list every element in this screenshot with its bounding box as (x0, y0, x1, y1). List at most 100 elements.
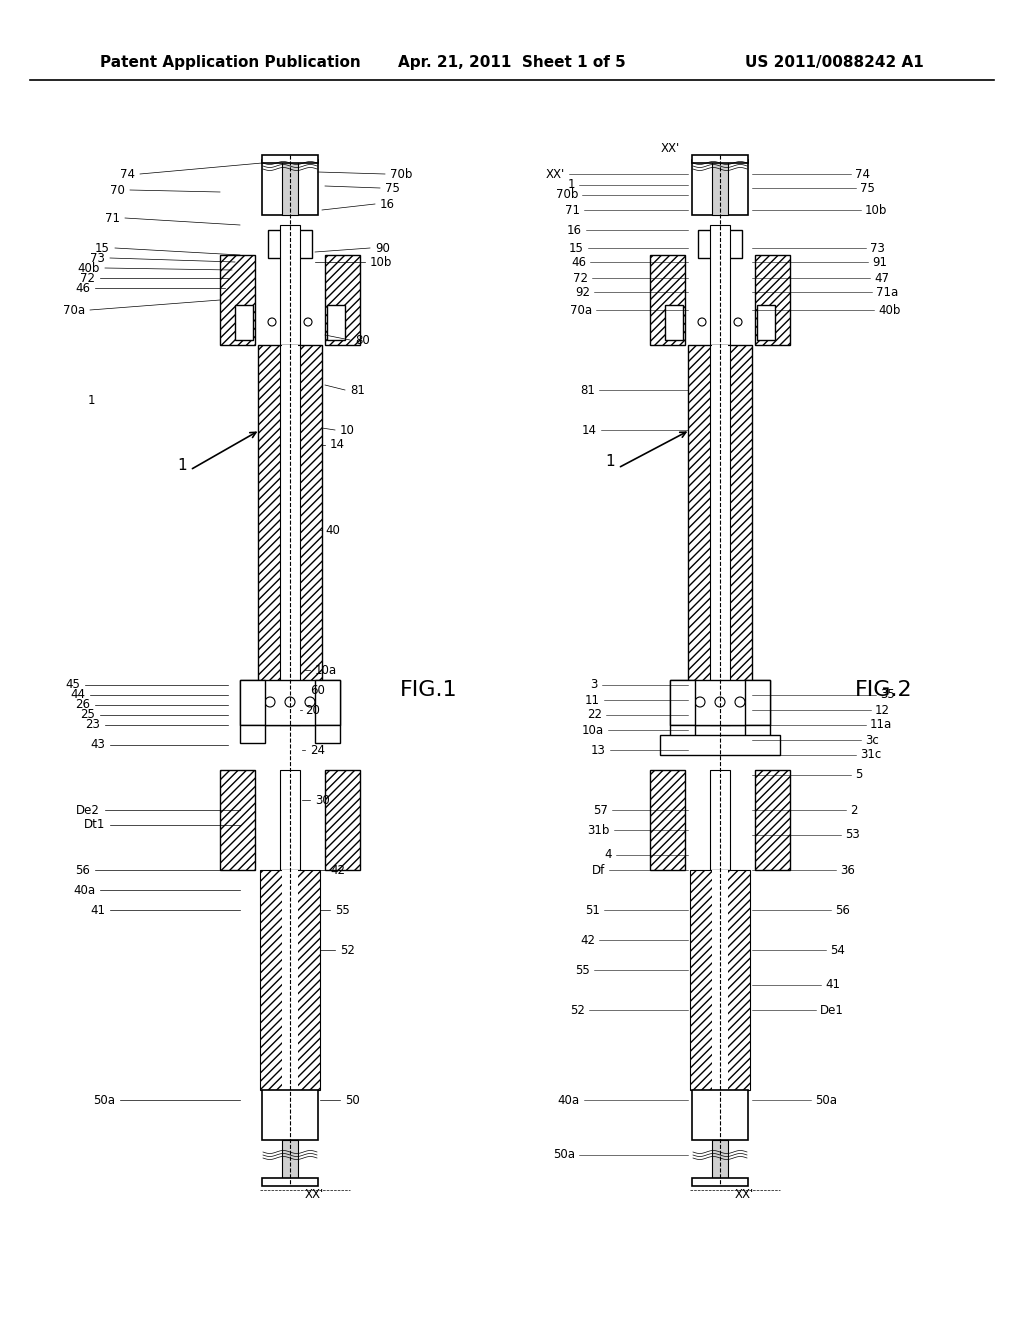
Text: De2: De2 (76, 804, 100, 817)
Text: 14: 14 (330, 438, 345, 451)
Bar (755, 770, 790, 870)
Text: 15: 15 (95, 242, 110, 255)
Text: 73: 73 (870, 242, 885, 255)
Text: Apr. 21, 2011  Sheet 1 of 5: Apr. 21, 2011 Sheet 1 of 5 (398, 54, 626, 70)
Bar (262, 160, 318, 215)
Text: 31c: 31c (860, 748, 882, 762)
Bar (280, 224, 300, 350)
Bar (325, 255, 360, 345)
Text: 44: 44 (70, 689, 85, 701)
Text: 75: 75 (385, 181, 400, 194)
Bar (240, 680, 265, 725)
Text: 92: 92 (575, 285, 590, 298)
Bar (280, 770, 300, 870)
Text: XX': XX' (660, 141, 680, 154)
Text: Patent Application Publication: Patent Application Publication (100, 54, 360, 70)
Circle shape (265, 697, 275, 708)
Bar (280, 345, 300, 725)
Bar (234, 305, 253, 341)
Text: 3c: 3c (865, 734, 879, 747)
Text: Dt1: Dt1 (84, 818, 105, 832)
Text: 1: 1 (567, 178, 575, 191)
Bar (670, 725, 695, 743)
Bar (745, 680, 770, 725)
Bar (660, 735, 780, 755)
Text: 40: 40 (325, 524, 340, 536)
Text: 52: 52 (340, 944, 355, 957)
Text: 10: 10 (340, 424, 355, 437)
Circle shape (715, 697, 725, 708)
Text: 72: 72 (80, 272, 95, 285)
Bar (327, 305, 345, 341)
Bar (688, 345, 752, 725)
Text: 36: 36 (840, 863, 855, 876)
Bar (315, 725, 340, 743)
Text: 11a: 11a (870, 718, 892, 731)
Text: 10b: 10b (370, 256, 392, 268)
Bar (650, 770, 685, 870)
Bar (268, 230, 312, 257)
Bar (712, 160, 728, 215)
Text: 13: 13 (591, 743, 606, 756)
Text: 14: 14 (582, 424, 597, 437)
Text: 50a: 50a (553, 1148, 575, 1162)
Text: 52: 52 (570, 1003, 585, 1016)
Text: 50: 50 (345, 1093, 359, 1106)
Bar (710, 345, 730, 725)
Text: 56: 56 (75, 863, 90, 876)
Text: 71: 71 (565, 203, 580, 216)
Text: 1: 1 (87, 393, 95, 407)
Circle shape (695, 697, 705, 708)
Bar (710, 870, 730, 1119)
Circle shape (304, 318, 312, 326)
Bar (280, 870, 300, 1119)
Circle shape (305, 697, 315, 708)
Text: 24: 24 (310, 743, 325, 756)
Text: 72: 72 (573, 272, 588, 285)
Circle shape (268, 318, 276, 326)
Bar (240, 680, 340, 725)
Bar (220, 770, 255, 870)
Text: 35: 35 (880, 689, 895, 701)
Text: 90: 90 (375, 242, 390, 255)
Bar (282, 160, 298, 215)
Text: 74: 74 (855, 168, 870, 181)
Text: 45: 45 (66, 678, 80, 692)
Text: 81: 81 (581, 384, 595, 396)
Text: XX': XX' (735, 1188, 755, 1201)
Text: 40a: 40a (73, 883, 95, 896)
Text: 15: 15 (569, 242, 584, 255)
Text: 41: 41 (825, 978, 840, 991)
Text: 70a: 70a (570, 304, 592, 317)
Bar (282, 1140, 298, 1185)
Text: 70b: 70b (556, 189, 578, 202)
Bar (745, 725, 770, 743)
Text: 25: 25 (80, 709, 95, 722)
Text: 22: 22 (587, 709, 602, 722)
Text: 50a: 50a (815, 1093, 837, 1106)
Text: FIG.2: FIG.2 (855, 680, 912, 700)
Text: 57: 57 (593, 804, 608, 817)
Bar (710, 224, 730, 350)
Bar (650, 255, 685, 345)
Text: XX': XX' (305, 1188, 325, 1201)
Text: 42: 42 (330, 863, 345, 876)
Text: 53: 53 (845, 829, 860, 842)
Text: 50a: 50a (93, 1093, 115, 1106)
Text: 55: 55 (575, 964, 590, 977)
Text: 51: 51 (585, 903, 600, 916)
Bar (282, 870, 298, 1090)
Bar (670, 680, 770, 725)
Text: 3: 3 (591, 678, 598, 692)
Text: 75: 75 (860, 181, 874, 194)
Text: 5: 5 (855, 768, 862, 781)
Bar (698, 230, 742, 257)
Bar (665, 305, 683, 341)
Text: 4: 4 (604, 849, 612, 862)
Bar (262, 154, 318, 162)
Text: 71: 71 (105, 211, 120, 224)
Bar (220, 255, 255, 345)
Bar (692, 1177, 748, 1185)
Bar (670, 680, 695, 725)
Text: 54: 54 (830, 944, 845, 957)
